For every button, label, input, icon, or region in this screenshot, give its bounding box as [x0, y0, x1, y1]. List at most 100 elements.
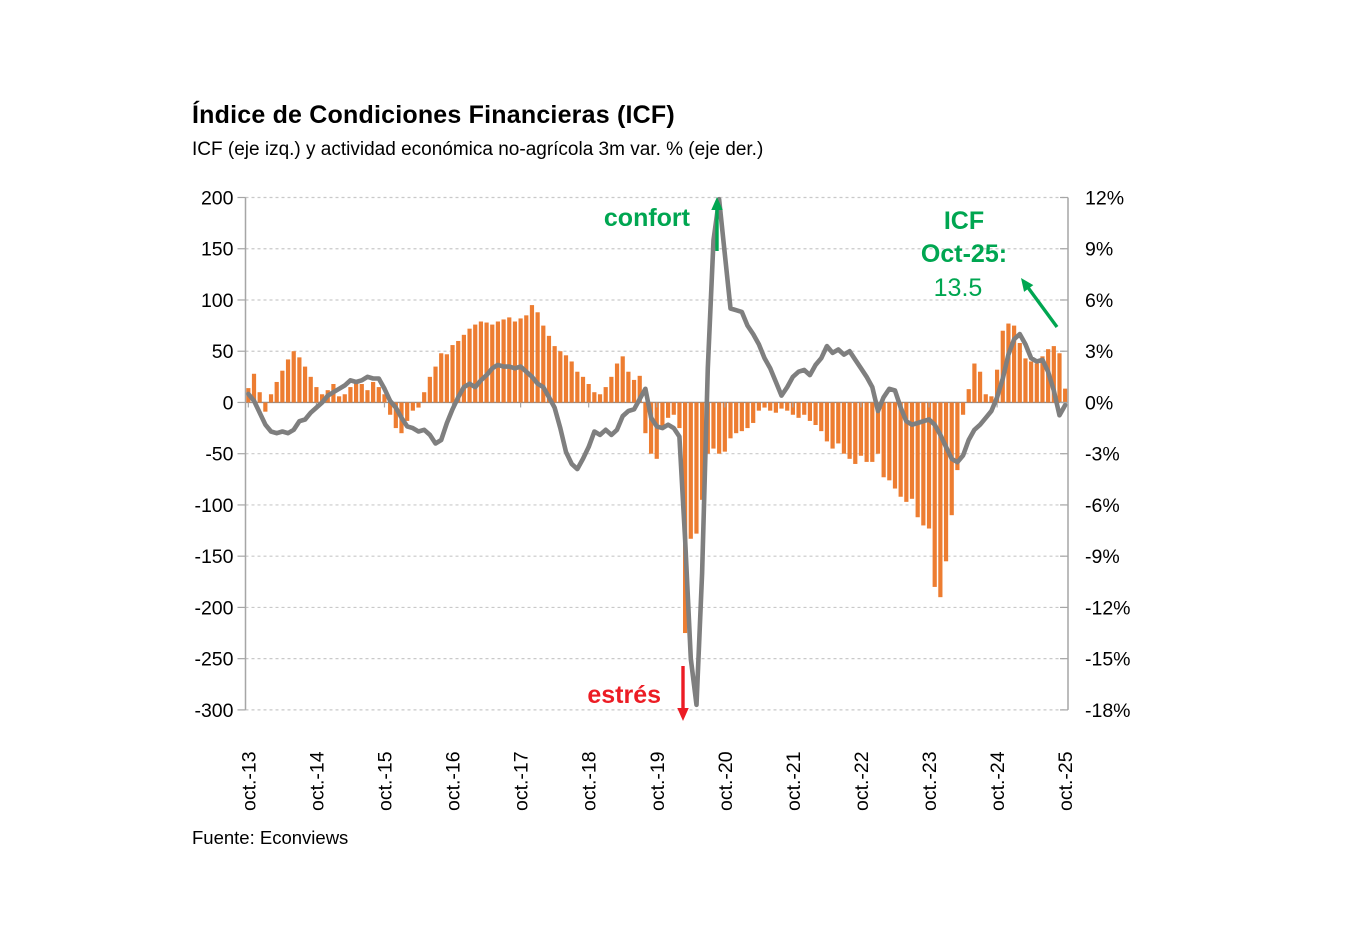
icf-bars: [246, 305, 1068, 634]
x-axis-label: oct.-20: [715, 751, 737, 811]
icf-bar: [870, 402, 875, 462]
right-axis-label: -12%: [1085, 597, 1131, 619]
icf-bar: [422, 392, 427, 403]
icf-latest-arrow-shaft: [1026, 285, 1059, 329]
icf-bar: [700, 402, 705, 500]
x-axis-label: oct.-14: [306, 751, 328, 811]
icf-bar: [665, 402, 671, 418]
icf-bar: [932, 402, 937, 587]
icf-bar: [319, 394, 325, 403]
icf-bar: [909, 402, 915, 499]
icf-bar: [790, 402, 795, 415]
icf-bar: [966, 389, 971, 403]
annotation-icf-latest: ICF Oct-25: 13.5: [921, 207, 1059, 329]
right-axis-label: -3%: [1085, 444, 1120, 466]
x-axis-label: oct.-24: [987, 751, 1009, 811]
icf-bar: [637, 375, 642, 403]
icf-bar: [813, 402, 818, 426]
left-axis-label: -50: [205, 444, 233, 466]
icf-bar: [501, 319, 506, 403]
icf-bar: [1017, 343, 1022, 403]
icf-bar: [643, 402, 648, 434]
icf-bar: [836, 402, 841, 444]
icf-bar: [478, 321, 484, 403]
icf-bar: [722, 402, 727, 452]
icf-bar: [779, 402, 784, 409]
icf-bar: [841, 402, 847, 454]
icf-bar: [444, 354, 449, 403]
icf-bar: [268, 394, 274, 403]
right-axis-label: -9%: [1085, 546, 1120, 568]
icf-bar: [439, 353, 444, 403]
icf-bar: [518, 318, 523, 403]
icf-bar: [371, 381, 376, 403]
icf-bar: [473, 324, 478, 403]
x-axis-label: oct.-15: [375, 751, 397, 811]
icf-bar: [546, 335, 552, 403]
year-ticks: [247, 402, 1066, 408]
icf-bar: [348, 387, 353, 403]
icf-bar: [938, 402, 943, 598]
icf-bar: [393, 402, 398, 429]
estres-label: estrés: [587, 681, 661, 709]
icf-bar: [1063, 388, 1068, 403]
icf-bar: [285, 359, 291, 403]
icf-bar: [711, 402, 716, 449]
icf-bar: [450, 345, 455, 403]
icf-bar: [603, 387, 608, 403]
estres-down-arrow-head: [677, 708, 689, 721]
icf-bar: [955, 402, 960, 471]
icf-bar: [688, 402, 693, 539]
icf-bar: [433, 366, 438, 403]
icf-bar: [336, 396, 342, 403]
annotation-estres: estrés: [587, 666, 689, 721]
icf-bar: [614, 363, 620, 403]
icf-bar: [796, 402, 801, 418]
icf-latest-arrow-head: [1021, 278, 1034, 292]
icf-bar: [376, 387, 381, 403]
icf-bar: [853, 402, 858, 464]
left-axis-label: -100: [194, 495, 233, 517]
icf-bar: [416, 402, 421, 408]
icf-bar: [251, 373, 257, 403]
icf-bar: [660, 402, 665, 429]
icf-bar: [297, 357, 302, 403]
icf-bar: [314, 387, 319, 403]
x-axis-labels: oct.-13 oct.-14 oct.-15 oct.-16 oct.-17 oct.-…: [238, 751, 1077, 811]
x-axis-label: oct.-17: [511, 751, 533, 811]
icf-bar: [694, 402, 699, 534]
icf-bar: [427, 376, 432, 403]
icf-bar: [762, 402, 767, 408]
icf-bar: [898, 402, 903, 497]
icf-bar: [887, 402, 892, 481]
icf-bar: [1057, 353, 1062, 403]
icf-bar: [1000, 330, 1005, 403]
icf-bar: [1023, 358, 1028, 403]
icf-bar: [875, 402, 881, 454]
icf-bar: [512, 321, 518, 403]
left-axis-label: -150: [194, 546, 233, 568]
icf-bar: [972, 363, 977, 403]
icf-bar: [892, 402, 898, 489]
icf-bar: [535, 312, 540, 403]
icf-bar: [745, 402, 750, 429]
right-axis-label: -6%: [1085, 495, 1120, 517]
confort-up-arrow-head: [711, 197, 723, 210]
x-axis-label: oct.-16: [443, 751, 465, 811]
icf-bar: [575, 371, 580, 403]
icf-bar: [274, 381, 279, 403]
icf-bar: [824, 402, 830, 442]
icf-bar: [263, 402, 268, 412]
icf-bar: [717, 402, 722, 454]
x-axis-label: oct.-18: [579, 751, 601, 811]
left-axis-label: -300: [194, 700, 233, 722]
right-axis-label: 0%: [1085, 392, 1113, 414]
left-axis-label: 100: [201, 290, 234, 312]
icf-bar: [734, 402, 739, 434]
icf-bar: [507, 317, 512, 403]
x-axis-label: oct.-21: [783, 751, 805, 811]
icf-bar: [291, 351, 296, 403]
icf-bar: [989, 396, 994, 403]
icf-bar: [365, 390, 370, 403]
